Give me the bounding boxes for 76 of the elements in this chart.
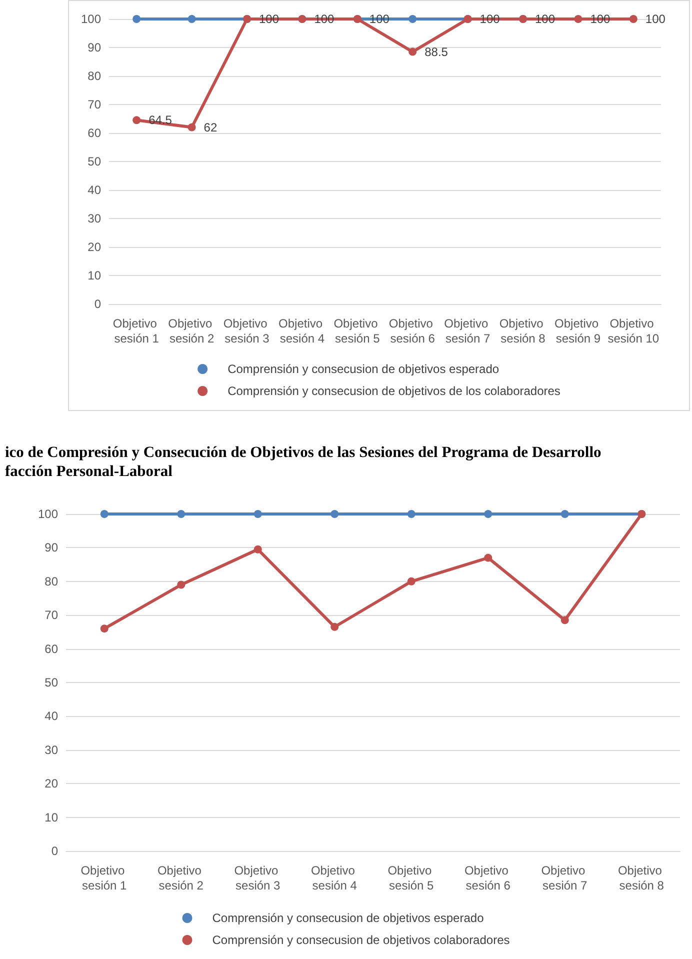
point <box>484 510 492 518</box>
y-tick-label: 40 <box>88 183 102 197</box>
point <box>188 123 196 132</box>
point <box>560 616 569 624</box>
y-tick-label: 70 <box>44 608 58 622</box>
point <box>132 116 141 124</box>
y-tick-label: 90 <box>44 540 58 555</box>
data-label: 100 <box>314 12 335 26</box>
point <box>188 15 196 23</box>
y-tick-label: 100 <box>80 12 102 26</box>
x-tick-label: Objetivo sesión 4 <box>310 864 358 892</box>
y-tick-label: 60 <box>88 126 102 140</box>
y-tick-label: 0 <box>51 844 58 858</box>
x-tick-label: Objetivo sesión 5 <box>334 316 382 346</box>
data-label: 88.5 <box>424 44 448 59</box>
legend-label: Comprensión y consecusion de objetivos esperado <box>212 911 484 925</box>
legend-label: Comprensión y consecusion de objetivos colaboradores <box>212 933 510 947</box>
y-tick-label: 30 <box>44 742 58 757</box>
data-label: 100 <box>535 12 556 26</box>
x-tick-label: Objetivo sesión 8 <box>618 864 666 892</box>
y-tick-label: 30 <box>88 212 102 226</box>
data-label: 100 <box>590 12 611 26</box>
point <box>408 48 417 56</box>
point <box>254 545 262 554</box>
y-tick-label: 10 <box>88 268 102 282</box>
point <box>100 510 108 518</box>
point <box>484 554 492 562</box>
data-label: 100 <box>369 12 390 26</box>
y-tick-label: 50 <box>44 676 58 690</box>
point <box>629 15 638 23</box>
x-tick-label: Objetivo sesión 2 <box>157 864 205 892</box>
y-tick-label: 20 <box>88 240 102 254</box>
x-tick-label: Objetivo sesión 1 <box>112 316 160 346</box>
x-tick-label: Objetivo sesión 7 <box>541 864 589 892</box>
point <box>132 15 141 23</box>
point <box>560 510 569 518</box>
x-tick-label: Objetivo sesión 2 <box>168 316 216 346</box>
data-label: 100 <box>645 12 666 26</box>
x-tick-label: Objetivo sesión 8 <box>499 316 547 346</box>
y-tick-label: 70 <box>88 98 102 112</box>
x-tick-label: Objetivo sesión 6 <box>388 316 436 346</box>
legend-label: Comprensión y consecusion de objetivos de los colaboradores <box>228 384 560 398</box>
point <box>177 580 186 589</box>
data-label: 100 <box>480 12 500 26</box>
point <box>330 510 339 518</box>
x-tick-label: Objetivo sesión 3 <box>223 316 271 346</box>
point <box>254 510 262 518</box>
point <box>330 622 339 631</box>
x-tick-label: Objetivo sesión 9 <box>554 316 602 346</box>
x-tick-label: Objetivo sesión 7 <box>444 316 492 346</box>
data-label: 100 <box>259 12 280 26</box>
legend-label: Comprensión y consecusion de objetivos esperado <box>228 362 500 376</box>
x-tick-label: Objetivo sesión 10 <box>608 316 660 346</box>
y-tick-label: 60 <box>44 642 58 656</box>
y-tick-label: 10 <box>44 810 58 824</box>
point <box>407 577 416 586</box>
x-tick-label: Objetivo sesión 1 <box>80 864 128 892</box>
point <box>574 15 582 23</box>
y-tick-label: 80 <box>44 574 58 588</box>
y-tick-label: 20 <box>44 776 58 791</box>
y-tick-label: 50 <box>88 154 102 168</box>
x-tick-label: Objetivo sesión 5 <box>388 864 436 892</box>
chart-title: ico de Compresión y Consecución de Objetivos de las Sesiones del Programa de Desarrollo facción Personal-Laboral <box>5 444 602 480</box>
x-tick-label: Objetivo sesión 4 <box>278 316 326 346</box>
point <box>177 510 186 518</box>
point <box>100 624 108 633</box>
point <box>407 510 416 518</box>
data-label: 62 <box>204 120 218 134</box>
y-tick-label: 0 <box>94 297 102 311</box>
y-tick-label: 90 <box>88 40 102 54</box>
x-tick-label: Objetivo sesión 3 <box>234 864 282 892</box>
y-tick-label: 40 <box>44 709 58 724</box>
point <box>408 15 417 23</box>
y-tick-label: 100 <box>38 507 58 521</box>
y-tick-label: 80 <box>88 69 102 83</box>
x-tick-label: Objetivo sesión 6 <box>464 864 512 892</box>
